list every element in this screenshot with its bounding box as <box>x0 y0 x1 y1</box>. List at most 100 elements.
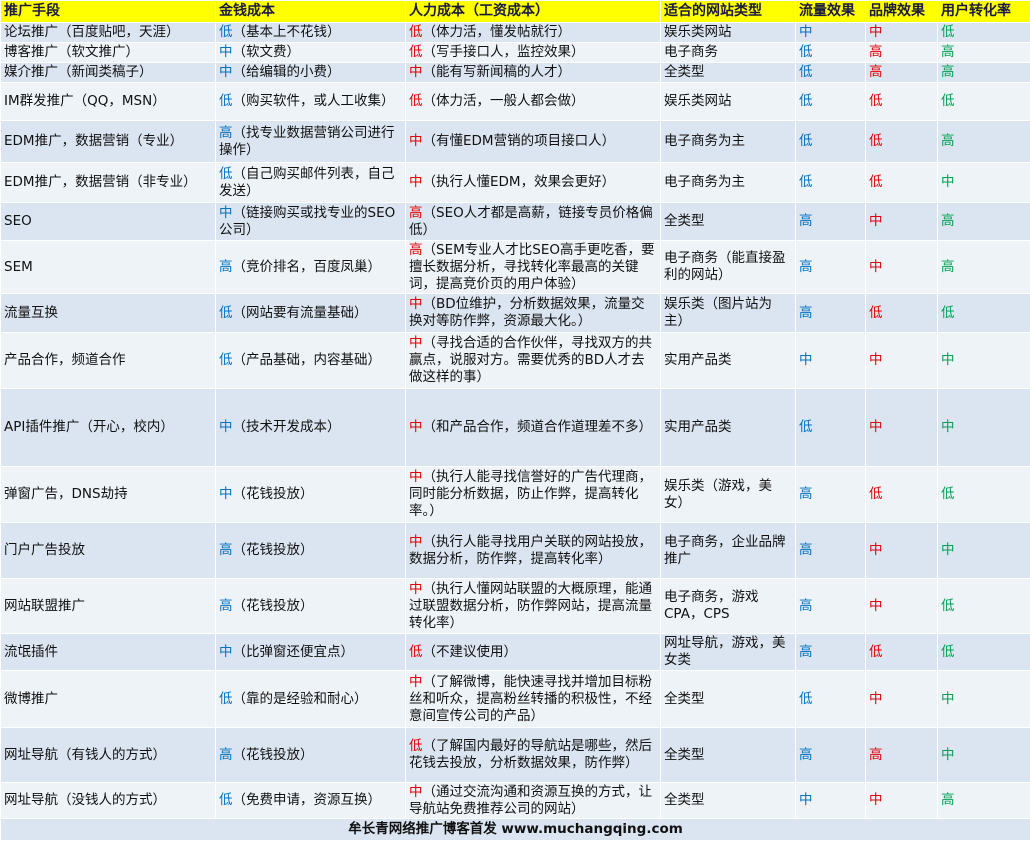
cost-cell: 低（自己购买邮件列表，自己发送） <box>216 163 406 203</box>
level: 中 <box>409 335 423 351</box>
method-cell: 网站联盟推广 <box>1 579 216 634</box>
header-cell: 品牌效果 <box>866 1 938 23</box>
note: （能有写新闻稿的人才） <box>423 64 572 80</box>
effect-cell: 中 <box>938 728 1030 783</box>
level: 中 <box>409 174 423 190</box>
effect-cell: 高 <box>796 241 866 294</box>
table-row: 门户广告投放高（花钱投放）中（执行人能寻找用户关联的网站投放，数据分析，防作弊，… <box>1 523 1030 579</box>
table-row: 网址导航（有钱人的方式）高（花钱投放）低（了解国内最好的导航站是哪些，然后花钱去… <box>1 728 1030 783</box>
cost-cell: 高（SEM专业人才比SEO高手更吃香，要擅长数据分析，寻找转化率最高的关键词，提… <box>406 241 661 294</box>
level: 中 <box>409 419 423 435</box>
note: （有懂EDM营销的项目接口人） <box>423 133 616 149</box>
level: 低 <box>219 24 233 40</box>
effect-cell: 中 <box>796 333 866 389</box>
level: 低 <box>409 738 423 754</box>
cost-cell: 中（能有写新闻稿的人才） <box>406 63 661 83</box>
cost-cell: 低（免费申请，资源互换） <box>216 783 406 819</box>
table-row: 产品合作，频道合作低（产品基础，内容基础）中（寻找合适的合作伙伴，寻找双方的共赢… <box>1 333 1030 389</box>
level: 中 <box>409 64 423 80</box>
effect-cell: 高 <box>796 634 866 671</box>
note: （软文费） <box>233 44 301 60</box>
level: 中 <box>219 44 233 60</box>
effect-cell: 中 <box>938 671 1030 728</box>
site-type-cell: 全类型 <box>661 63 796 83</box>
method-cell: IM群发推广（QQ，MSN） <box>1 83 216 121</box>
method-cell: EDM推广，数据营销（专业） <box>1 121 216 163</box>
cost-cell: 低（体力活，一般人都会做） <box>406 83 661 121</box>
cost-cell: 中（寻找合适的合作伙伴，寻找双方的共赢点，说服对方。需要优秀的BD人才去做这样的… <box>406 333 661 389</box>
table-row: 微博推广低（靠的是经验和耐心）中（了解微博，能快速寻找并增加目标粉丝和听众，提高… <box>1 671 1030 728</box>
site-type-cell: 娱乐类网站 <box>661 23 796 43</box>
effect-cell: 高 <box>866 63 938 83</box>
method-cell: 门户广告投放 <box>1 523 216 579</box>
cost-cell: 低（网站要有流量基础） <box>216 294 406 333</box>
footer: 牟长青网络推广博客首发 www.muchangqing.com <box>1 819 1030 841</box>
header-cell: 人力成本（工资成本） <box>406 1 661 23</box>
table-row: 流量互换低（网站要有流量基础）中（BD位维护，分析数据效果，流量交换对等防作弊，… <box>1 294 1030 333</box>
effect-cell: 中 <box>866 389 938 467</box>
level: 低 <box>219 166 233 182</box>
effect-cell: 低 <box>866 634 938 671</box>
note: （执行人懂网站联盟的大概原理，能通过联盟数据分析，防作弊网站，提高流量转化率） <box>409 581 652 631</box>
effect-cell: 高 <box>796 523 866 579</box>
effect-cell: 低 <box>866 467 938 523</box>
site-type-cell: 电子商务 <box>661 43 796 63</box>
effect-cell: 高 <box>938 241 1030 294</box>
cost-cell: 高（SEO人才都是高薪，链接专员价格偏低） <box>406 203 661 241</box>
note: （比弹窗还便宜点） <box>233 644 355 660</box>
effect-cell: 中 <box>866 203 938 241</box>
header-cell: 流量效果 <box>796 1 866 23</box>
level: 高 <box>409 205 423 221</box>
method-cell: 网址导航（没钱人的方式） <box>1 783 216 819</box>
site-type-cell: 娱乐类网站 <box>661 83 796 121</box>
effect-cell: 低 <box>938 579 1030 634</box>
note: （体力活，懂发帖就行） <box>423 24 572 40</box>
cost-cell: 低（不建议使用） <box>406 634 661 671</box>
site-type-cell: 全类型 <box>661 671 796 728</box>
effect-cell: 中 <box>938 523 1030 579</box>
table-row: 流氓插件中（比弹窗还便宜点）低（不建议使用）网址导航，游戏，美女类高低低 <box>1 634 1030 671</box>
level: 中 <box>409 133 423 149</box>
header-row: 推广手段金钱成本人力成本（工资成本）适合的网站类型流量效果品牌效果用户转化率 <box>1 1 1030 23</box>
cost-cell: 低（写手接口人，监控效果） <box>406 43 661 63</box>
cost-cell: 低（靠的是经验和耐心） <box>216 671 406 728</box>
cost-cell: 低（基本上不花钱） <box>216 23 406 43</box>
cost-cell: 中（花钱投放） <box>216 467 406 523</box>
method-cell: 流量互换 <box>1 294 216 333</box>
note: （花钱投放） <box>233 598 314 614</box>
cost-cell: 高（花钱投放） <box>216 728 406 783</box>
level: 高 <box>219 747 233 763</box>
note: （执行人能寻找用户关联的网站投放，数据分析，防作弊，提高转化率） <box>409 534 652 567</box>
effect-cell: 低 <box>796 43 866 63</box>
header-cell: 用户转化率 <box>938 1 1030 23</box>
effect-cell: 低 <box>938 294 1030 333</box>
level: 低 <box>409 24 423 40</box>
note: （执行人懂EDM，效果会更好） <box>423 174 616 190</box>
effect-cell: 低 <box>866 121 938 163</box>
cost-cell: 中（比弹窗还便宜点） <box>216 634 406 671</box>
table-row: 网址导航（没钱人的方式）低（免费申请，资源互换）中（通过交流沟通和资源互换的方式… <box>1 783 1030 819</box>
level: 中 <box>409 469 423 485</box>
cost-cell: 低（了解国内最好的导航站是哪些，然后花钱去投放，分析数据效果，防作弊） <box>406 728 661 783</box>
cost-cell: 中（有懂EDM营销的项目接口人） <box>406 121 661 163</box>
site-type-cell: 电子商务为主 <box>661 163 796 203</box>
effect-cell: 低 <box>866 83 938 121</box>
effect-cell: 高 <box>938 783 1030 819</box>
note: （靠的是经验和耐心） <box>233 691 368 707</box>
site-type-cell: 电子商务为主 <box>661 121 796 163</box>
note: （链接购买或找专业的SEO公司） <box>219 205 395 238</box>
table-row: IM群发推广（QQ，MSN）低（购买软件，或人工收集）低（体力活，一般人都会做）… <box>1 83 1030 121</box>
level: 中 <box>219 205 233 221</box>
table-row: 网站联盟推广高（花钱投放）中（执行人懂网站联盟的大概原理，能通过联盟数据分析，防… <box>1 579 1030 634</box>
table-row: 媒介推广（新闻类稿子）中（给编辑的小费）中（能有写新闻稿的人才）全类型低高高 <box>1 63 1030 83</box>
effect-cell: 低 <box>938 634 1030 671</box>
header-cell: 推广手段 <box>1 1 216 23</box>
method-cell: 微博推广 <box>1 671 216 728</box>
level: 低 <box>219 352 233 368</box>
note: （SEM专业人才比SEO高手更吃香，要擅长数据分析，寻找转化率最高的关键词，提高… <box>409 242 654 292</box>
effect-cell: 低 <box>938 83 1030 121</box>
effect-cell: 高 <box>796 728 866 783</box>
effect-cell: 低 <box>866 163 938 203</box>
